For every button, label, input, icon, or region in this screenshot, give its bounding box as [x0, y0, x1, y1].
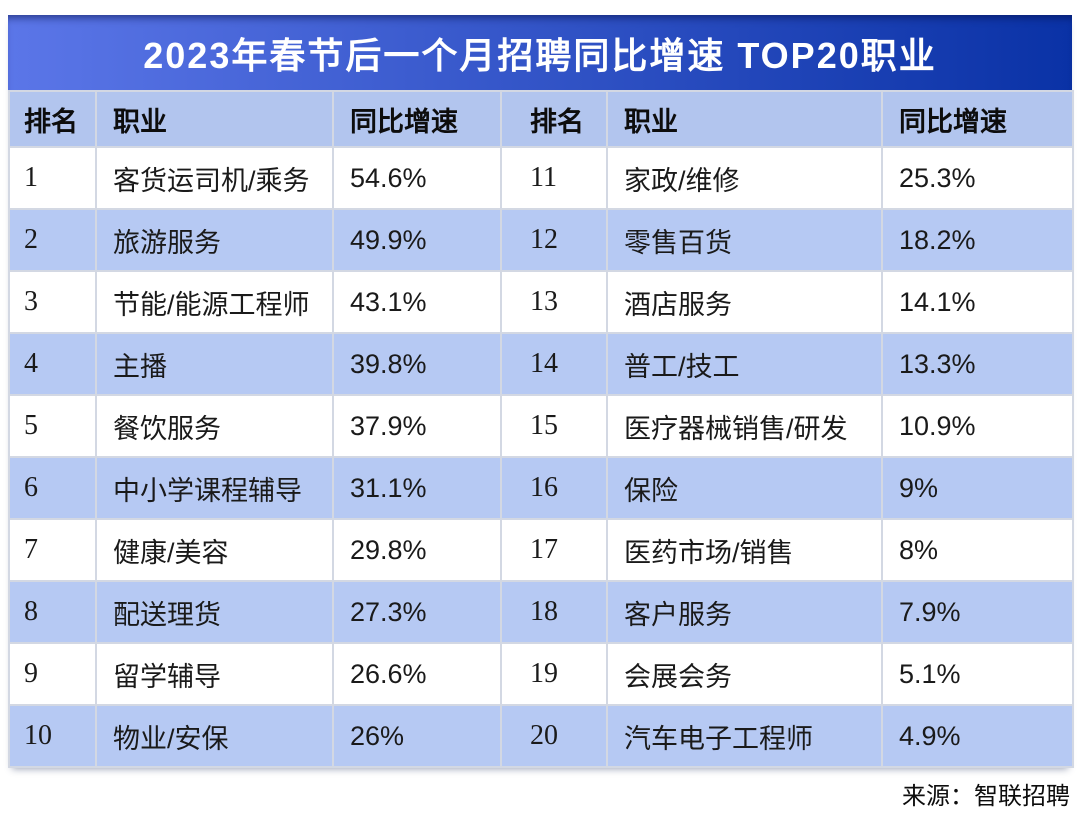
occupation-cell: 汽车电子工程师	[606, 704, 883, 768]
table-row: 1 客货运司机/乘务 54.6% 11 家政/维修 25.3%	[8, 146, 1074, 210]
growth-cell: 8%	[881, 518, 1074, 582]
rank-cell: 2	[8, 208, 97, 272]
occupation-cell: 留学辅导	[95, 642, 334, 706]
data-source: 来源：智联招聘	[902, 783, 1070, 810]
growth-cell: 18.2%	[881, 208, 1074, 272]
occupation-cell: 客户服务	[606, 580, 883, 644]
rank-cell: 4	[8, 332, 97, 396]
rank-cell: 16	[500, 456, 608, 520]
header-cell-occupation-left: 职业	[95, 90, 334, 148]
occupation-cell: 节能/能源工程师	[95, 270, 334, 334]
table-header-row: 排名 职业 同比增速 排名 职业 同比增速	[8, 90, 1074, 148]
occupation-cell: 健康/美容	[95, 518, 334, 582]
growth-cell: 26.6%	[332, 642, 502, 706]
growth-cell: 39.8%	[332, 332, 502, 396]
header-cell-occupation-right: 职业	[606, 90, 883, 148]
occupation-cell: 医药市场/销售	[606, 518, 883, 582]
growth-cell: 27.3%	[332, 580, 502, 644]
table-row: 9 留学辅导 26.6% 19 会展会务 5.1%	[8, 642, 1074, 706]
table-row: 4 主播 39.8% 14 普工/技工 13.3%	[8, 332, 1074, 396]
growth-cell: 37.9%	[332, 394, 502, 458]
rank-cell: 13	[500, 270, 608, 334]
occupation-cell: 物业/安保	[95, 704, 334, 768]
header-cell-growth-left: 同比增速	[332, 90, 502, 148]
table-body: 1 客货运司机/乘务 54.6% 11 家政/维修 25.3% 2 旅游服务 49.9% 12 零售…	[8, 146, 1074, 768]
rank-cell: 20	[500, 704, 608, 768]
occupation-cell: 普工/技工	[606, 332, 883, 396]
rank-cell: 9	[8, 642, 97, 706]
rank-cell: 7	[8, 518, 97, 582]
occupation-cell: 中小学课程辅导	[95, 456, 334, 520]
occupation-cell: 家政/维修	[606, 146, 883, 210]
occupation-cell: 配送理货	[95, 580, 334, 644]
occupation-cell: 会展会务	[606, 642, 883, 706]
table-row: 6 中小学课程辅导 31.1% 16 保险 9%	[8, 456, 1074, 520]
table-row: 8 配送理货 27.3% 18 客户服务 7.9%	[8, 580, 1074, 644]
table-row: 7 健康/美容 29.8% 17 医药市场/销售 8%	[8, 518, 1074, 582]
occupation-cell: 零售百货	[606, 208, 883, 272]
rank-cell: 10	[8, 704, 97, 768]
rank-cell: 5	[8, 394, 97, 458]
rank-cell: 18	[500, 580, 608, 644]
occupation-cell: 客货运司机/乘务	[95, 146, 334, 210]
header-cell-rank-right: 排名	[500, 90, 608, 148]
occupation-cell: 保险	[606, 456, 883, 520]
rank-cell: 11	[500, 146, 608, 210]
rank-cell: 3	[8, 270, 97, 334]
occupation-cell: 餐饮服务	[95, 394, 334, 458]
growth-cell: 5.1%	[881, 642, 1074, 706]
table-row: 3 节能/能源工程师 43.1% 13 酒店服务 14.1%	[8, 270, 1074, 334]
growth-cell: 4.9%	[881, 704, 1074, 768]
occupation-cell: 主播	[95, 332, 334, 396]
growth-cell: 31.1%	[332, 456, 502, 520]
rank-cell: 14	[500, 332, 608, 396]
occupation-cell: 旅游服务	[95, 208, 334, 272]
header-cell-rank-left: 排名	[8, 90, 97, 148]
rank-cell: 19	[500, 642, 608, 706]
growth-cell: 26%	[332, 704, 502, 768]
ranking-table-card: 2023年春节后一个月招聘同比增速 TOP20职业 排名 职业 同比增速 排名 …	[8, 15, 1074, 768]
growth-cell: 25.3%	[881, 146, 1074, 210]
growth-cell: 9%	[881, 456, 1074, 520]
rank-cell: 17	[500, 518, 608, 582]
rank-cell: 12	[500, 208, 608, 272]
rank-cell: 1	[8, 146, 97, 210]
growth-cell: 49.9%	[332, 208, 502, 272]
growth-cell: 54.6%	[332, 146, 502, 210]
chart-title: 2023年春节后一个月招聘同比增速 TOP20职业	[8, 15, 1072, 90]
rank-cell: 8	[8, 580, 97, 644]
growth-cell: 10.9%	[881, 394, 1074, 458]
table-row: 10 物业/安保 26% 20 汽车电子工程师 4.9%	[8, 704, 1074, 768]
rank-cell: 6	[8, 456, 97, 520]
growth-cell: 14.1%	[881, 270, 1074, 334]
rank-cell: 15	[500, 394, 608, 458]
table-row: 2 旅游服务 49.9% 12 零售百货 18.2%	[8, 208, 1074, 272]
table-row: 5 餐饮服务 37.9% 15 医疗器械销售/研发 10.9%	[8, 394, 1074, 458]
occupation-cell: 酒店服务	[606, 270, 883, 334]
growth-cell: 13.3%	[881, 332, 1074, 396]
growth-cell: 29.8%	[332, 518, 502, 582]
growth-cell: 43.1%	[332, 270, 502, 334]
occupation-cell: 医疗器械销售/研发	[606, 394, 883, 458]
growth-cell: 7.9%	[881, 580, 1074, 644]
ranking-table: 排名 职业 同比增速 排名 职业 同比增速 1 客货运司机/乘务 54.6% 11 家政…	[8, 90, 1074, 768]
header-cell-growth-right: 同比增速	[881, 90, 1074, 148]
